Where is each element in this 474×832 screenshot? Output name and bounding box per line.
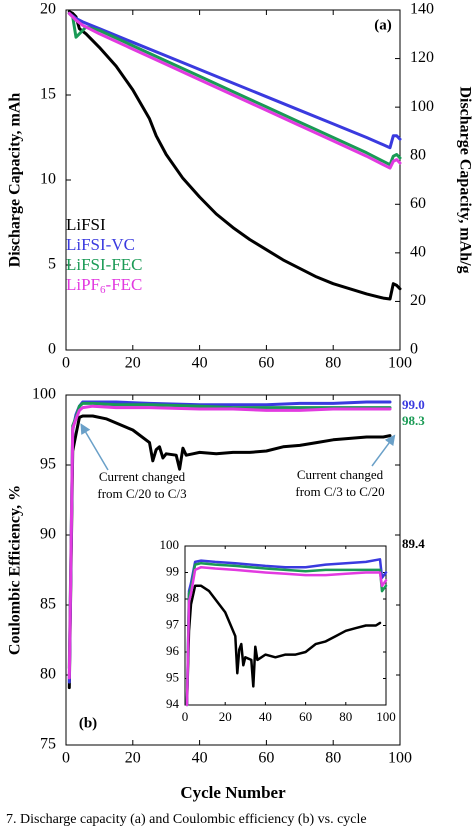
x-axis-title: Cycle Number [180, 783, 286, 802]
y-tick-label: 94 [166, 696, 180, 711]
y2-tick-label: 40 [410, 244, 426, 261]
y-tick-label: 20 [40, 1, 56, 18]
x-tick-label: 60 [258, 750, 274, 767]
plot-frame [65, 9, 401, 351]
series-line-lipf6-fec [67, 11, 402, 170]
y2-tick-label: 80 [410, 146, 426, 163]
y-tick-label: 98 [166, 590, 179, 605]
series-line-lifsi [67, 10, 402, 301]
x-tick-label: 80 [339, 709, 352, 724]
annotation-2-arrow [371, 434, 396, 467]
annotation-1-arrow [80, 423, 109, 471]
y2-tick-label: 100 [410, 98, 434, 115]
x-tick-label: 100 [376, 709, 396, 724]
x-tick-label: 40 [192, 750, 208, 767]
series-line-lifsi [185, 584, 382, 707]
x-tick-label: 0 [62, 750, 70, 767]
series-line-lipf6-fec [67, 404, 392, 680]
figure-caption: 7. Discharge capacity (a) and Coulombic … [6, 812, 367, 827]
end-value-label-2: 89.4 [402, 536, 425, 551]
x-tick-label: 0 [182, 709, 189, 724]
legend-entry-1: LiFSI-VC [66, 235, 135, 254]
y-tick-label: 90 [40, 526, 56, 543]
y-tick-label: 0 [48, 341, 56, 358]
series-line-lifsi-vc [67, 11, 402, 150]
y-tick-label: 5 [48, 256, 56, 273]
legend-entry-3: LiPF6-FEC [66, 275, 142, 296]
y-axis-title-right: Discharge Capacity, mAh/g [456, 86, 473, 273]
y-tick-label: 100 [160, 537, 180, 552]
x-tick-label: 100 [388, 355, 412, 372]
x-tick-label: 20 [125, 750, 141, 767]
y2-tick-label: 0 [410, 341, 418, 358]
end-value-label-1: 98.3 [402, 413, 425, 428]
y-tick-label: 75 [40, 736, 56, 753]
x-tick-label: 40 [259, 709, 272, 724]
x-tick-label: 80 [325, 355, 341, 372]
y-tick-label: 95 [166, 669, 179, 684]
legend-entry-2: LiFSI-FEC [66, 255, 143, 274]
panel-b [65, 394, 401, 746]
x-tick-label: 60 [299, 709, 312, 724]
y2-tick-label: 120 [410, 49, 434, 66]
x-tick-label: 60 [258, 355, 274, 372]
x-tick-label: 80 [325, 750, 341, 767]
y-tick-label: 95 [40, 456, 56, 473]
series-line-lifsi-fec [67, 11, 402, 167]
series-line-lipf6-fec [185, 565, 388, 707]
y-tick-label: 10 [40, 171, 56, 188]
panel-inset [184, 545, 388, 707]
y-tick-label: 99 [166, 563, 179, 578]
y-tick-label: 96 [166, 643, 180, 658]
plot-frame [65, 394, 401, 746]
series-line-lifsi [67, 414, 392, 690]
legend-entry-0: LiFSI [66, 215, 106, 234]
panel-label-a: (a) [374, 17, 392, 33]
panel-label-b: (b) [79, 715, 97, 731]
x-tick-label: 40 [192, 355, 208, 372]
y-axis-title-left: Discharge Capacity, mAh [7, 93, 24, 268]
x-tick-label: 100 [388, 750, 412, 767]
inset-background [145, 536, 396, 727]
annotation-1-line-0: Current changed [99, 469, 186, 484]
panel-a [65, 9, 402, 351]
y2-tick-label: 20 [410, 292, 426, 309]
y-tick-label: 15 [40, 86, 56, 103]
y2-tick-label: 140 [410, 1, 434, 18]
x-tick-label: 20 [125, 355, 141, 372]
x-tick-label: 20 [219, 709, 232, 724]
x-tick-label: 0 [62, 355, 70, 372]
annotation-1-line-1: from C/20 to C/3 [97, 486, 186, 501]
annotation-2-line-1: from C/3 to C/20 [295, 484, 384, 499]
y-tick-label: 97 [166, 616, 180, 631]
y-tick-label: 80 [40, 666, 56, 683]
end-value-label-0: 99.0 [402, 397, 425, 412]
y-axis-title-left-b: Coulombic Efficiency, % [7, 485, 24, 655]
y-tick-label: 100 [32, 386, 56, 403]
y2-tick-label: 60 [410, 195, 426, 212]
annotation-2-line-0: Current changed [297, 467, 384, 482]
y-tick-label: 85 [40, 596, 56, 613]
